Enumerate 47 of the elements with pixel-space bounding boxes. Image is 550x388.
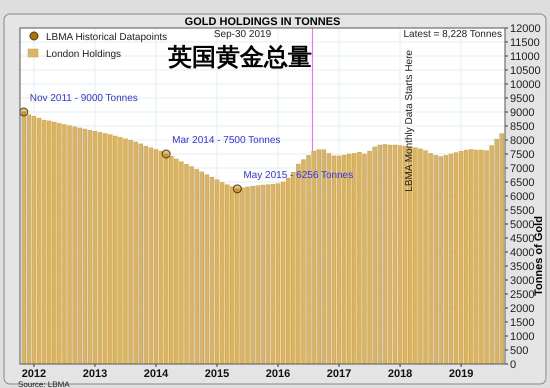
- y-tick-label: 10500: [510, 65, 541, 77]
- source-note: Source: LBMA: [18, 380, 70, 388]
- y-tick-label: 11000: [510, 51, 540, 63]
- x-tick-label: 2012: [22, 368, 46, 380]
- y-tick-label: 4000: [510, 247, 534, 259]
- x-tick-label: 2016: [266, 368, 290, 380]
- y-tick-label: 11500: [510, 37, 540, 49]
- y-tick-label: 9000: [510, 107, 534, 119]
- y-tick-label: 7500: [510, 149, 534, 161]
- point: [232, 184, 242, 194]
- x-tick-label: 2017: [326, 368, 352, 380]
- annotation: 英国黄金总量: [167, 44, 312, 71]
- x-tick-label: 2014: [144, 368, 170, 380]
- x-tick-label: 2013: [82, 368, 108, 380]
- y-tick-label: 8500: [510, 121, 534, 133]
- y-tick-label: 6000: [510, 191, 534, 203]
- annotation: Nov 2011 - 9000 Tonnes: [30, 93, 138, 104]
- point: [162, 150, 171, 158]
- x-tick-label: 2018: [388, 368, 412, 380]
- y-tick-label: 5500: [510, 205, 534, 217]
- chart-title: GOLD HOLDINGS IN TONNES: [184, 16, 340, 28]
- y-tick-label: 8000: [510, 135, 534, 147]
- y-tick-label: 10000: [510, 79, 541, 91]
- y-tick-label: 2000: [510, 303, 534, 315]
- y-tick-label: 4500: [510, 233, 534, 245]
- point: [19, 108, 28, 116]
- x-tick-label: 2019: [448, 368, 474, 380]
- y-tick-label: 1000: [510, 331, 534, 343]
- annotation: Latest = 8,228 Tonnes: [403, 29, 502, 40]
- y-axis-title: Tonnes of Gold: [533, 216, 545, 296]
- y-tick-label: 0: [510, 359, 516, 371]
- x-tick-label: 2015: [204, 368, 230, 380]
- y-tick-label: 3000: [510, 275, 534, 287]
- y-tick-label: 9500: [510, 93, 534, 105]
- y-tick-label: 3500: [510, 261, 534, 273]
- y-tick-label: 2500: [510, 289, 534, 301]
- y-tick-label: 1500: [510, 317, 534, 329]
- annotation: Sep-30 2019: [214, 29, 272, 40]
- y-tick-label: 5000: [510, 219, 534, 231]
- y-tick-label: 500: [510, 345, 528, 357]
- legend-label: London Holdings: [46, 49, 122, 60]
- y-tick-label: 7000: [510, 163, 534, 175]
- y-tick-label: 6500: [510, 177, 534, 189]
- y-tick-label: 12000: [510, 23, 541, 35]
- annotation: Mar 2014 - 7500 Tonnes: [172, 135, 280, 146]
- annotation: LBMA Monthly Data Starts Here: [404, 50, 415, 192]
- legend-label: LBMA Historical Datapoints: [46, 32, 168, 43]
